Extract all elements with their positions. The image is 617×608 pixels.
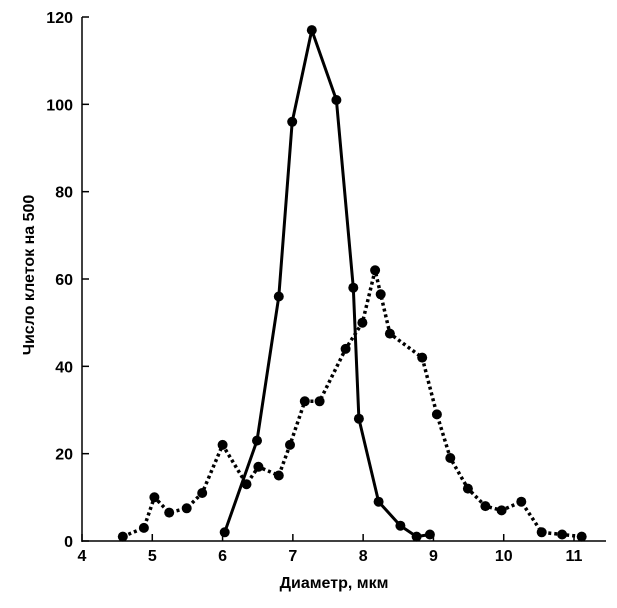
dotted-series-point	[370, 265, 381, 276]
x-tick-label: 10	[495, 548, 513, 565]
dotted-series-line	[122, 268, 582, 539]
dotted-series-point	[496, 505, 507, 516]
solid-series-point	[411, 531, 422, 542]
dotted-series-point	[417, 352, 428, 363]
solid-series-line	[223, 28, 431, 539]
solid-series-point	[252, 435, 262, 446]
dotted-series-point	[217, 439, 228, 450]
x-tick-label: 9	[429, 548, 438, 565]
dotted-series-point	[536, 527, 547, 538]
dotted-series-point	[340, 343, 351, 354]
y-tick-label: 20	[55, 447, 73, 464]
dotted-series-point	[384, 328, 395, 339]
dotted-series-point	[138, 522, 149, 533]
x-axis-label: Диаметр, мкм	[280, 575, 389, 592]
solid-series-point	[395, 520, 406, 531]
x-tick-label: 6	[218, 548, 227, 565]
solid-series-point	[273, 291, 284, 302]
dotted-series-point	[557, 529, 568, 540]
dotted-series-point	[445, 453, 456, 463]
dotted-series-point	[149, 492, 160, 503]
x-tick-label: 4	[78, 548, 87, 565]
series	[117, 25, 587, 542]
y-tick-label: 80	[55, 185, 73, 202]
dotted-series-point	[117, 531, 128, 542]
dotted-series-point	[164, 507, 175, 518]
solid-series-point	[331, 95, 342, 105]
solid-series-point	[348, 282, 359, 293]
y-tick-label: 40	[55, 359, 73, 376]
dotted-series-point	[181, 503, 192, 514]
x-tick-label: 11	[566, 548, 583, 565]
dotted-series-point	[314, 396, 325, 407]
x-tick-label: 5	[148, 548, 157, 565]
y-axis-label: Число клеток на 500	[21, 195, 38, 356]
y-tick-label: 120	[46, 10, 73, 27]
dotted-series-point	[273, 470, 284, 481]
dotted-series-point	[462, 483, 473, 494]
y-tick-label: 100	[46, 97, 73, 114]
x-tick-label: 7	[288, 548, 297, 565]
dotted-series-point	[576, 531, 587, 542]
dotted-series-point	[253, 461, 264, 472]
ticks: 4 5 6 7 8 9 10 11 0 20 40 60 80 100 120	[46, 10, 582, 565]
axes	[81, 17, 606, 542]
solid-series-point	[424, 529, 435, 540]
dotted-series-point	[516, 496, 527, 507]
solid-series-point	[219, 527, 230, 538]
x-tick-label: 8	[359, 548, 368, 565]
solid-series-point	[353, 413, 364, 424]
dotted-series-point	[285, 439, 295, 450]
solid-series-point	[306, 25, 317, 36]
solid-series-point	[373, 496, 384, 507]
y-tick-label: 60	[55, 272, 73, 289]
dotted-series-point	[241, 479, 252, 490]
solid-series-point	[287, 116, 298, 127]
dotted-series-point	[299, 396, 310, 407]
dotted-series-point	[375, 289, 386, 300]
dotted-series-point	[431, 409, 442, 420]
dotted-series-point	[480, 501, 491, 512]
dotted-series-point	[197, 488, 208, 498]
y-tick-label: 0	[64, 534, 73, 551]
dotted-series-point	[357, 317, 368, 328]
